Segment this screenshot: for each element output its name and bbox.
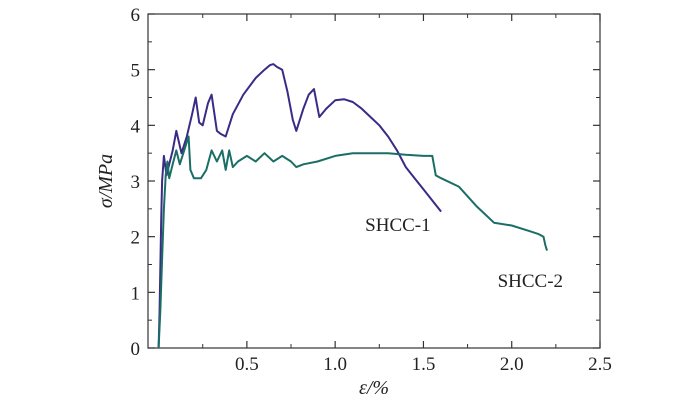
series-label-shcc-2: SHCC-2	[498, 271, 563, 292]
series-line-shcc-1	[157, 63, 442, 349]
x-axis-label: ε/%	[359, 377, 389, 399]
x-tick-label: 2.0	[500, 354, 524, 375]
y-tick-label: 5	[131, 61, 141, 82]
y-axis-label: σ/MPa	[95, 154, 117, 208]
series-group: SHCC-1 SHCC-2	[157, 63, 563, 349]
y-tick-label: 3	[131, 172, 141, 193]
plot-area	[147, 13, 601, 349]
series-line-shcc-2	[157, 135, 548, 349]
y-tick-label: 6	[131, 5, 141, 26]
x-tick-label: 1.5	[412, 354, 436, 375]
y-tick-label: 2	[131, 228, 141, 249]
y-tick-label: 0	[131, 339, 141, 360]
x-axis-ticks: 0.5 1.0 1.5 2.0 2.5	[202, 14, 612, 375]
x-tick-label: 2.5	[588, 354, 612, 375]
series-label-shcc-1: SHCC-1	[365, 215, 430, 236]
x-tick-label: 0.5	[235, 354, 259, 375]
x-tick-label: 1.0	[323, 354, 347, 375]
y-axis-ticks: 0 1 2 3 4 5 6	[131, 5, 600, 360]
y-tick-label: 4	[131, 116, 141, 137]
y-tick-label: 1	[131, 283, 141, 304]
plot-frame	[147, 13, 601, 349]
